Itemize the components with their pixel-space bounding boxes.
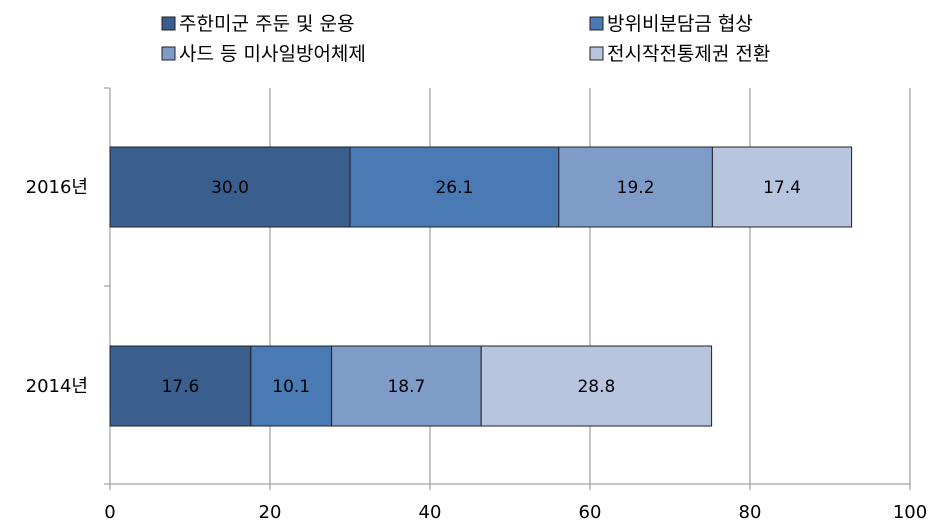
x-tick-label: 20 [259,502,282,523]
data-label: 18.7 [387,377,425,397]
legend-entry: 전시작전통제권 전환 [607,43,770,65]
x-tick-label: 80 [739,502,762,523]
x-tick-label: 40 [419,502,442,523]
data-label: 17.6 [161,377,199,397]
data-label: 30.0 [211,178,249,198]
category-label: 2014년 [26,376,88,397]
bar-segment [480,345,713,427]
data-label: 28.8 [577,377,615,397]
x-tick-label: 0 [104,502,115,523]
bar-segment [109,146,351,228]
x-tick-label: 100 [893,502,927,523]
legend-entry: 방위비분담금 협상 [607,13,753,35]
category-label: 2016년 [26,177,88,198]
bar-segment [558,146,713,228]
category-labels: 2016년 2014년 [26,177,88,397]
legend-entry: 주한미군 주둔 및 운용 [179,13,354,35]
data-label: 10.1 [272,377,310,397]
bars [109,146,853,427]
legend-swatch [161,46,176,61]
legend-entry: 사드 등 미사일방어체제 [179,43,366,65]
x-tick-label: 60 [579,502,602,523]
bar-segment [109,345,252,427]
data-label: 26.1 [435,178,473,198]
data-label: 17.4 [763,178,801,198]
value-labels: 30.0 26.1 19.2 17.4 17.6 10.1 18.7 28.8 [161,178,800,397]
bar-segment [349,146,560,228]
bar-segment [331,345,482,427]
data-label: 19.2 [617,178,655,198]
legend-swatch [161,16,176,31]
bar-segment [711,146,853,228]
legend-swatch [589,16,604,31]
x-tick-labels: 0 20 40 60 80 100 [104,502,927,523]
legend-swatch [589,46,604,61]
bar-segment [250,345,333,427]
